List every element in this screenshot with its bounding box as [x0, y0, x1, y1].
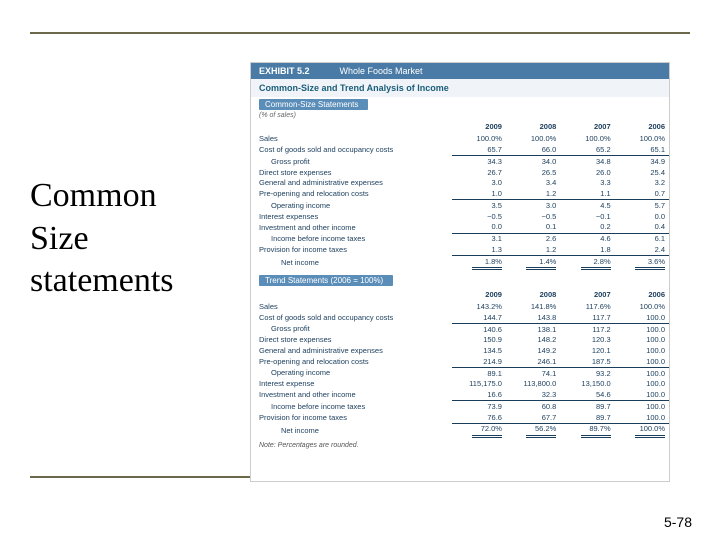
- table-row: Net income72.0%56.2%89.7%100.0%: [251, 423, 669, 438]
- table-row: Cost of goods sold and occupancy costs14…: [251, 312, 669, 323]
- exhibit-header: EXHIBIT 5.2 Whole Foods Market: [251, 63, 669, 79]
- exhibit-subtitle: Common-Size and Trend Analysis of Income: [251, 79, 669, 97]
- table-row: General and administrative expenses3.03.…: [251, 178, 669, 189]
- table-row: Investment and other income16.632.354.61…: [251, 390, 669, 401]
- page-number: 5-78: [664, 514, 692, 530]
- table-row: Interest expenses−0.5−0.5−0.10.0: [251, 211, 669, 222]
- table-row: Pre-opening and relocation costs1.01.21.…: [251, 189, 669, 200]
- exhibit-company: Whole Foods Market: [340, 66, 423, 76]
- pct-of-sales-label: (% of sales): [251, 112, 669, 120]
- table-row: Cost of goods sold and occupancy costs65…: [251, 145, 669, 156]
- table-row: Interest expense115,175.0113,800.013,150…: [251, 379, 669, 390]
- table-header-row: 2009 2008 2007 2006: [251, 120, 669, 134]
- exhibit-panel: EXHIBIT 5.2 Whole Foods Market Common-Si…: [250, 62, 670, 482]
- table-row: General and administrative expenses134.5…: [251, 346, 669, 357]
- common-size-table: 2009 2008 2007 2006 Sales100.0%100.0%100…: [251, 120, 669, 271]
- table-row: Gross profit34.334.034.834.9: [251, 156, 669, 167]
- top-divider: [30, 32, 690, 34]
- bottom-divider: [30, 476, 270, 478]
- trend-badge: Trend Statements (2006 = 100%): [259, 275, 393, 286]
- table-row: Investment and other income0.00.10.20.4: [251, 222, 669, 233]
- exhibit-number: EXHIBIT 5.2: [259, 66, 310, 76]
- trend-table: 2009 2008 2007 2006 Sales143.2%141.8%117…: [251, 288, 669, 439]
- table-row: Provision for income taxes76.667.789.710…: [251, 412, 669, 423]
- table-row: Income before income taxes3.12.64.66.1: [251, 233, 669, 244]
- table-header-row: 2009 2008 2007 2006: [251, 288, 669, 302]
- table-row: Operating income89.174.193.2100.0: [251, 368, 669, 379]
- common-size-badge: Common-Size Statements: [259, 99, 368, 110]
- slide-title: Common Size statements: [30, 175, 174, 303]
- table-row: Direct store expenses150.9148.2120.3100.…: [251, 335, 669, 346]
- table-row: Provision for income taxes1.31.21.82.4: [251, 244, 669, 255]
- exhibit-note: Note: Percentages are rounded.: [251, 439, 669, 452]
- table-row: Gross profit140.6138.1117.2100.0: [251, 324, 669, 335]
- table-row: Sales143.2%141.8%117.6%100.0%: [251, 302, 669, 313]
- table-row: Pre-opening and relocation costs214.9246…: [251, 356, 669, 367]
- table-row: Sales100.0%100.0%100.0%100.0%: [251, 134, 669, 145]
- table-row: Net income1.8%1.4%2.8%3.6%: [251, 256, 669, 271]
- table-row: Income before income taxes73.960.889.710…: [251, 401, 669, 412]
- table-row: Direct store expenses26.726.526.025.4: [251, 167, 669, 178]
- table-row: Operating income3.53.04.55.7: [251, 200, 669, 211]
